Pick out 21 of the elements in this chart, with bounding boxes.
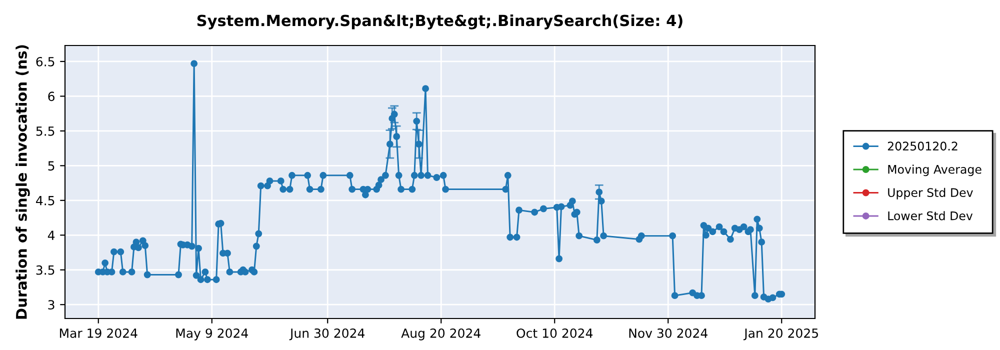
y-tick-label: 4 bbox=[48, 230, 55, 240]
x-tick-label: Oct 10 2024 bbox=[516, 328, 593, 338]
chart-title: System.Memory.Span&lt;Byte&gt;.BinarySearch(Size: 4) bbox=[197, 14, 682, 30]
y-tick-label: 3 bbox=[48, 300, 54, 310]
x-tick-label: Jun 30 2024 bbox=[289, 328, 365, 340]
legend-label: 20250120.2 bbox=[888, 142, 958, 151]
x-tick-label: May 9 2024 bbox=[176, 328, 248, 340]
y-tick-label: 4.5 bbox=[36, 196, 54, 206]
y-tick-label: 6.5 bbox=[36, 56, 54, 66]
y-axis-title: Duration of single invocation (ns) bbox=[16, 45, 30, 319]
x-tick-label: Aug 20 2024 bbox=[401, 328, 480, 340]
x-tick-label: Mar 19 2024 bbox=[60, 328, 138, 338]
y-tick-label: 5 bbox=[48, 161, 54, 171]
x-tick-label: Nov 30 2024 bbox=[629, 328, 708, 338]
legend-label: Lower Std Dev bbox=[888, 211, 973, 220]
y-tick-label: 5.5 bbox=[36, 126, 54, 136]
y-tick-label: 6 bbox=[48, 92, 54, 102]
x-tick-label: Jan 20 2025 bbox=[744, 328, 818, 340]
legend-label: Moving Average bbox=[888, 164, 982, 176]
y-tick-label: 3.5 bbox=[36, 265, 54, 275]
legend-label: Upper Std Dev bbox=[888, 188, 973, 200]
